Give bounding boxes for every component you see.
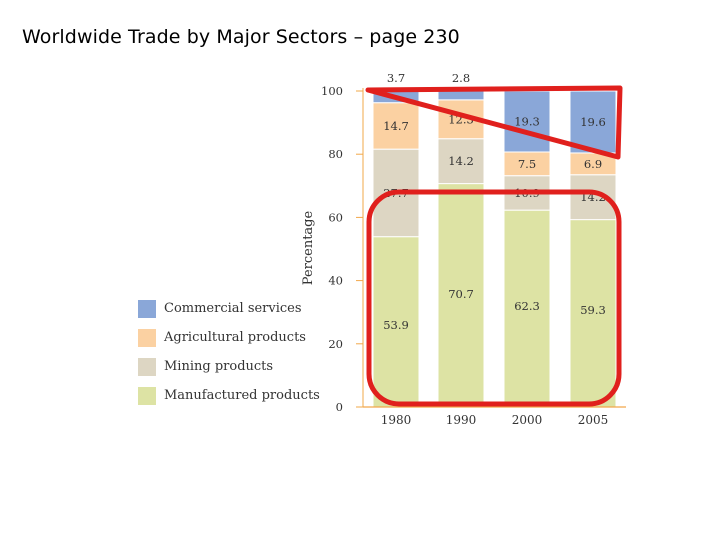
data-label-commercial-services-1990: 2.8 [452,71,470,85]
data-labels-layer: 53.927.714.73.770.714.212.32.862.310.97.… [383,71,606,332]
legend-label-commercial-services: Commercial services [164,301,302,316]
legend-label-manufactured-products: Manufactured products [164,388,320,403]
y-tick-label-60: 60 [328,210,343,224]
y-tick-label-20: 20 [328,337,343,351]
data-label-commercial-services-1980: 3.7 [387,71,405,85]
y-tick-label-100: 100 [321,84,343,98]
bar-manufactured-products-1980 [372,236,420,408]
data-label-agricultural-products-1980: 14.7 [383,119,409,133]
y-tick-label-0: 0 [336,400,343,414]
bar-manufactured-products-2005 [569,219,617,408]
y-tick-label-40: 40 [328,274,343,288]
bars-layer [372,90,617,408]
legend-swatch-mining-products [138,358,156,376]
slide-title: Worldwide Trade by Major Sectors – page … [22,26,460,48]
x-tick-label-2000: 2000 [512,413,543,427]
y-tick-label-80: 80 [328,147,343,161]
x-tick-label-2005: 2005 [578,413,609,427]
data-label-agricultural-products-2000: 7.5 [518,157,536,171]
x-tick-label-1980: 1980 [381,413,412,427]
legend-swatch-commercial-services [138,300,156,318]
x-tick-label-1990: 1990 [446,413,477,427]
data-label-manufactured-products-2000: 62.3 [514,299,540,313]
data-label-mining-products-1990: 14.2 [448,154,474,168]
legend-swatch-manufactured-products [138,387,156,405]
axis-layer: 1980 1990 2000 2005 0 20 40 60 80 100 Percentage [301,84,626,427]
data-label-manufactured-products-1990: 70.7 [448,287,474,301]
data-label-manufactured-products-1980: 53.9 [383,318,409,332]
legend-label-agricultural-products: Agricultural products [164,330,306,345]
y-axis-label: Percentage [301,210,316,285]
bar-commercial-services-1990 [437,90,485,101]
bar-agricultural-products-1980 [372,102,420,150]
annotation-triangle [365,85,623,160]
data-label-agricultural-products-2005: 6.9 [584,157,602,171]
annotations-layer [365,85,623,407]
annotation-rounded-box [366,189,622,407]
bar-commercial-services-2005 [569,90,617,154]
legend-swatch-agricultural-products [138,329,156,347]
legend-label-mining-products: Mining products [164,359,274,374]
data-label-commercial-services-2000: 19.3 [514,114,540,128]
data-label-commercial-services-2005: 19.6 [580,115,606,129]
data-label-manufactured-products-2005: 59.3 [580,303,606,317]
